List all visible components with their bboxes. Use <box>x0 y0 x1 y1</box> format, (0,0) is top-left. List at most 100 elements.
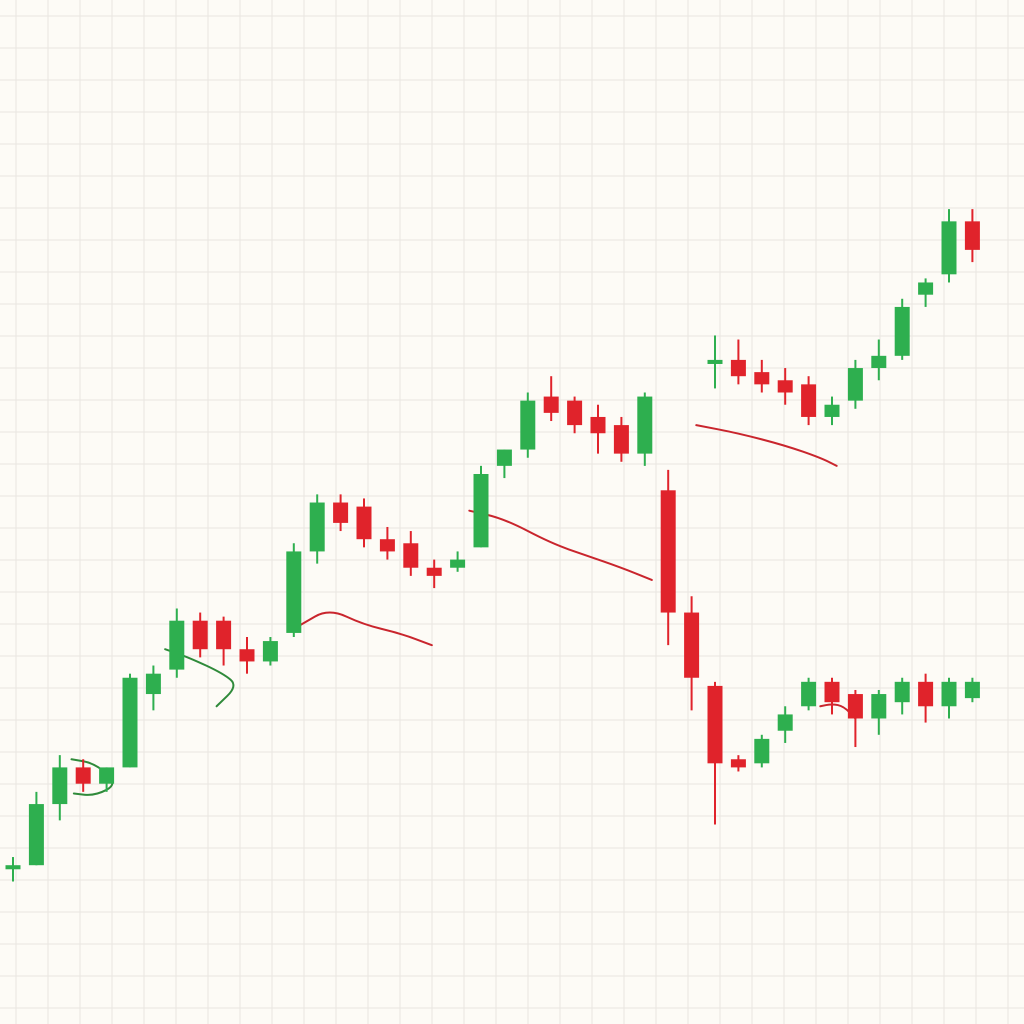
candle-body <box>964 221 980 250</box>
candle-up <box>707 335 723 389</box>
trend-arc <box>299 611 433 647</box>
candle-up <box>450 551 466 572</box>
candle-body <box>754 738 770 764</box>
candle-body <box>871 694 887 719</box>
candle-up <box>28 791 44 866</box>
candle-body <box>801 681 817 707</box>
candle-down <box>379 526 395 560</box>
candle-up <box>894 677 910 715</box>
candle-body <box>684 612 700 678</box>
candle-up <box>169 608 185 678</box>
candle-up <box>309 494 325 564</box>
trend-arc <box>695 424 838 467</box>
candle-body <box>637 396 653 454</box>
candle-body <box>52 767 68 805</box>
candle-up <box>918 278 934 307</box>
candle-body <box>520 400 536 450</box>
candle-body <box>356 506 372 540</box>
candle-series <box>5 376 980 882</box>
candle-up <box>941 677 957 719</box>
candle-body <box>707 359 723 364</box>
candles <box>5 209 980 882</box>
candle-body <box>824 681 840 703</box>
candle-down <box>613 416 629 462</box>
candle-down <box>824 677 840 715</box>
candle-down <box>403 531 419 576</box>
candle-up <box>286 543 302 637</box>
candle-body <box>99 767 115 784</box>
candle-body <box>590 416 606 434</box>
candle-body <box>730 359 746 377</box>
candle-body <box>28 804 44 866</box>
candle-down <box>216 616 232 666</box>
candle-down <box>333 494 349 532</box>
candle-body <box>403 543 419 568</box>
candle-up <box>496 449 512 479</box>
candle-up <box>871 339 887 381</box>
candle-up <box>5 857 21 882</box>
candle-body <box>262 641 278 662</box>
candle-down <box>426 559 442 589</box>
candle-down <box>964 209 980 263</box>
trend-arcs <box>70 424 857 796</box>
candle-up <box>520 392 536 458</box>
candle-body <box>894 681 910 703</box>
candle-body <box>333 502 349 523</box>
candle-body <box>496 449 512 466</box>
candle-body <box>801 384 817 417</box>
candle-body <box>286 551 302 633</box>
candle-body <box>192 620 208 650</box>
candle-body <box>777 714 793 731</box>
candle-down <box>660 469 676 646</box>
candle-down <box>918 673 934 723</box>
candle-body <box>964 681 980 699</box>
candle-body <box>847 368 863 401</box>
candle-body <box>871 355 887 369</box>
candle-body <box>824 404 840 417</box>
candle-up <box>871 689 887 735</box>
candle-body <box>660 490 676 613</box>
candle-down <box>356 498 372 548</box>
candle-down <box>567 396 583 434</box>
candle-down <box>847 689 863 748</box>
candle-body <box>777 380 793 393</box>
candle-down <box>730 755 746 772</box>
candle-up <box>964 677 980 703</box>
candle-up <box>941 209 957 283</box>
candle-body <box>75 767 91 784</box>
candle-body <box>145 673 161 695</box>
candle-up <box>99 767 115 792</box>
candle-body <box>5 865 21 870</box>
candle-up <box>824 396 840 426</box>
candle-body <box>941 681 957 707</box>
candle-body <box>239 649 255 662</box>
candle-body <box>941 221 957 275</box>
candle-up <box>801 677 817 711</box>
candle-down <box>801 376 817 426</box>
candle-body <box>894 306 910 356</box>
candle-down <box>590 404 606 454</box>
candle-down <box>75 759 91 792</box>
candle-body <box>379 539 395 552</box>
candle-down <box>730 339 746 385</box>
candle-up <box>122 673 138 768</box>
candle-body <box>473 474 489 548</box>
candle-body <box>567 400 583 426</box>
candle-down <box>684 596 700 711</box>
candle-body <box>707 685 723 764</box>
candle-body <box>122 677 138 768</box>
candle-up <box>637 392 653 466</box>
candle-body <box>918 681 934 707</box>
candle-body <box>613 425 629 454</box>
candle-up <box>894 298 910 360</box>
candle-up <box>777 706 793 743</box>
candle-up <box>847 359 863 409</box>
candle-up <box>754 734 770 768</box>
candle-body <box>309 502 325 552</box>
candle-body <box>847 694 863 719</box>
candle-down <box>777 368 793 405</box>
candle-up <box>262 637 278 666</box>
candle-body <box>169 620 185 670</box>
